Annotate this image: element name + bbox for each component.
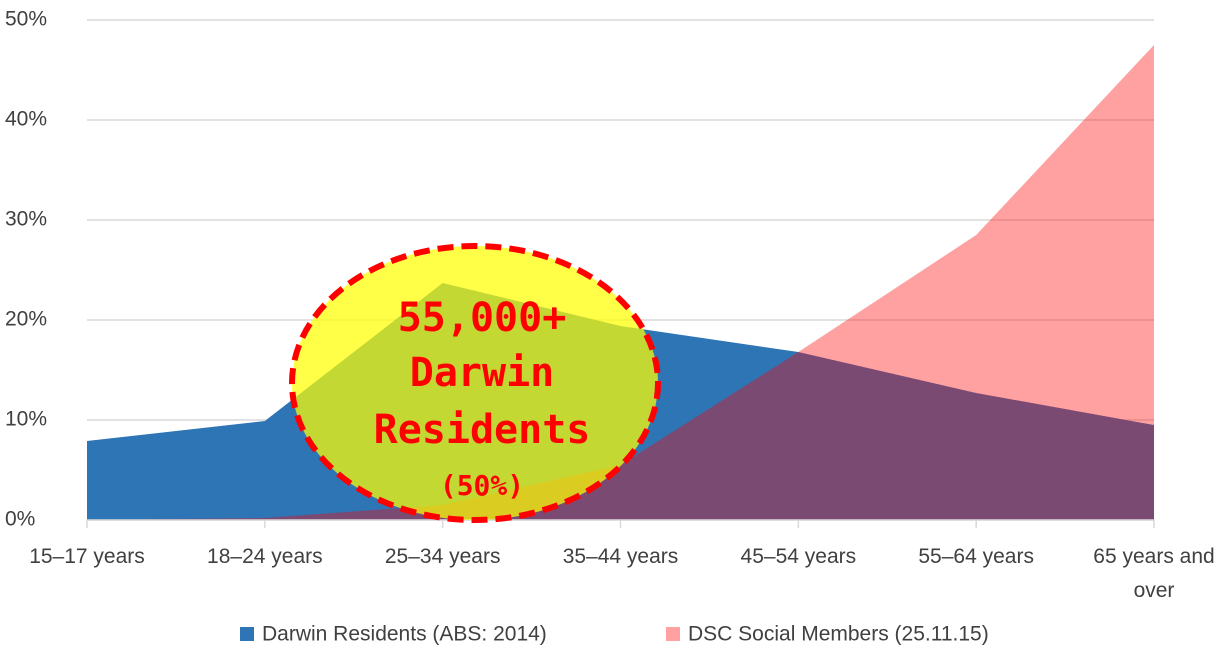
area xyxy=(87,45,1154,520)
y-tick-label: 0% xyxy=(5,508,35,531)
y-tick-label: 10% xyxy=(5,408,47,431)
legend-label: Darwin Residents (ABS: 2014) xyxy=(262,623,547,646)
annotation: Residents xyxy=(374,407,591,453)
x-tick-label: 18–24 years xyxy=(207,545,323,568)
y-tick-label: 20% xyxy=(5,308,47,331)
x-tick-label: 35–44 years xyxy=(562,545,679,568)
legend-swatch xyxy=(666,627,680,641)
legend-swatch xyxy=(240,627,254,641)
x-tick-label: 45–54 years xyxy=(740,545,857,568)
x-tick-label: 15–17 years xyxy=(29,545,145,568)
y-tick-label: 40% xyxy=(5,108,47,131)
highlight-ellipse xyxy=(289,243,661,523)
annotation: Darwin xyxy=(410,350,555,396)
x-tick-label: 55–64 years xyxy=(918,545,1034,568)
y-tick-label: 30% xyxy=(5,208,47,231)
y-tick-label: 50% xyxy=(5,8,47,31)
x-tick-label: 65 years and over xyxy=(1093,545,1215,602)
annotation: 55,000+ xyxy=(398,295,567,341)
x-tick-label: 25–34 years xyxy=(384,545,501,568)
annotation: (50%) xyxy=(440,469,524,502)
legend-label: DSC Social Members (25.11.15) xyxy=(688,623,989,646)
